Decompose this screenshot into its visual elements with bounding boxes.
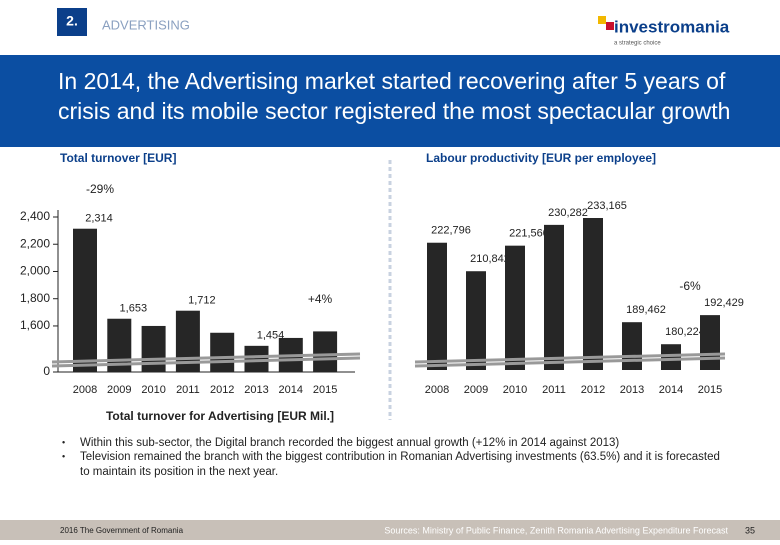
- axis-break: [414, 352, 726, 368]
- chart-title: Total turnover [EUR]: [60, 151, 176, 165]
- y-tick-label: 1,600: [20, 318, 50, 332]
- x-tick-label: 2012: [581, 384, 605, 396]
- x-tick-label: 2015: [313, 384, 337, 396]
- value-label: 1,653: [120, 303, 148, 315]
- bar: [661, 344, 681, 370]
- annotation: -6%: [679, 279, 701, 293]
- bullet: Television remained the branch with the …: [80, 451, 720, 478]
- page-number: 35: [745, 525, 755, 535]
- x-tick-label: 2013: [620, 384, 644, 396]
- sources: Sources: Ministry of Public Finance, Zen…: [384, 525, 728, 535]
- value-label: 233,165: [587, 200, 627, 212]
- x-tick-label: 2014: [279, 384, 303, 396]
- y-tick-label: 1,800: [20, 291, 50, 305]
- x-tick-label: 2015: [698, 384, 722, 396]
- value-label: 230,282: [548, 207, 588, 219]
- y-tick-label: 0: [43, 364, 50, 378]
- brand: investromania: [614, 17, 730, 36]
- bullet-box: Within this sub-sector, the Digital bran…: [80, 437, 620, 449]
- x-tick-label: 2009: [107, 384, 131, 396]
- x-axis-label: Total turnover for Advertising [EUR Mil.…: [106, 409, 334, 423]
- logo-square: [598, 16, 606, 24]
- value-label: 2,314: [85, 213, 113, 225]
- x-tick-label: 2014: [659, 384, 683, 396]
- x-tick-label: 2011: [542, 384, 566, 396]
- value-label: 1,454: [257, 330, 285, 342]
- value-label: 221,560: [509, 228, 549, 240]
- bar: [210, 332, 235, 372]
- bar: [73, 228, 97, 372]
- footer-band: [0, 520, 780, 540]
- title-band: [0, 55, 780, 147]
- bar: [427, 242, 447, 370]
- y-tick-label: 2,000: [20, 264, 50, 278]
- value-label: 192,429: [704, 297, 744, 309]
- bullet-box: Television remained the branch with the …: [80, 451, 720, 478]
- bullets: • Within this sub-sector, the Digital bra…: [62, 437, 720, 478]
- tagline: a strategic choice: [614, 41, 661, 47]
- value-label: 210,842: [470, 253, 510, 265]
- value-label: 222,796: [431, 225, 471, 237]
- x-tick-label: 2013: [244, 384, 268, 396]
- bar: [583, 218, 603, 370]
- topic: ADVERTISING: [102, 17, 190, 32]
- bar: [141, 325, 166, 372]
- x-tick-label: 2012: [210, 384, 234, 396]
- value-label: 180,224: [665, 326, 705, 338]
- title: In 2014, the Advertising market started …: [58, 68, 731, 124]
- bar: [244, 345, 269, 372]
- bullet: Within this sub-sector, the Digital bran…: [80, 437, 620, 449]
- x-tick-label: 2009: [464, 384, 488, 396]
- bar: [622, 322, 642, 370]
- logo-square: [606, 22, 614, 30]
- bar: [313, 331, 338, 372]
- x-tick-label: 2010: [141, 384, 165, 396]
- axis-break: [51, 352, 361, 368]
- section-box: [57, 8, 87, 36]
- section-number: 2.: [66, 13, 78, 29]
- x-tick-label: 2010: [503, 384, 527, 396]
- value-label: 1,712: [188, 295, 216, 307]
- bar: [505, 245, 525, 370]
- x-tick-label: 2008: [425, 384, 449, 396]
- annotation: +4%: [308, 292, 333, 306]
- bar: [700, 315, 720, 370]
- chart-title: Labour productivity [EUR per employee]: [426, 151, 656, 165]
- y-tick-label: 2,200: [20, 236, 50, 250]
- footer-left: 2016 The Government of Romania: [60, 526, 184, 535]
- bullet-dot: •: [62, 437, 65, 447]
- bar: [544, 224, 564, 370]
- title-box: In 2014, the Advertising market started …: [58, 68, 731, 124]
- annotation: -29%: [86, 182, 114, 196]
- x-tick-label: 2011: [176, 384, 200, 396]
- bar: [466, 271, 486, 370]
- bullet-dot: •: [62, 451, 65, 461]
- value-label: 189,462: [626, 304, 666, 316]
- x-tick-label: 2008: [73, 384, 97, 396]
- y-tick-label: 2,400: [20, 209, 50, 223]
